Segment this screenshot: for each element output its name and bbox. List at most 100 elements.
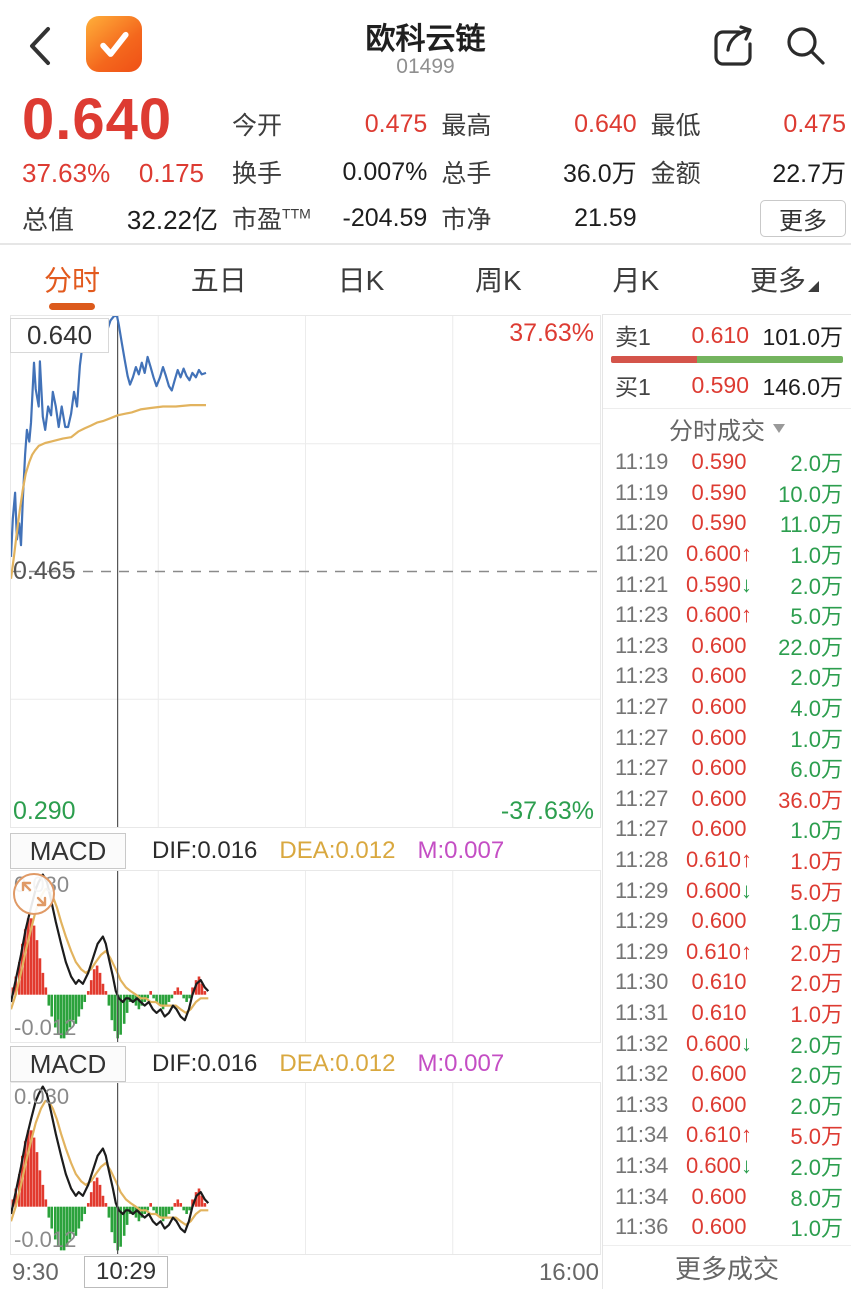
trade-row[interactable]: 11:20 0.600↑ 1.0万 — [603, 539, 851, 570]
tab-日K[interactable]: 日K — [337, 265, 385, 296]
trades-dropdown[interactable]: 分时成交 — [603, 409, 851, 447]
triangle-icon — [807, 281, 819, 292]
trade-row[interactable]: 11:34 0.600↓ 2.0万 — [603, 1151, 851, 1182]
macd-m-value-2: M:0.007 — [417, 1050, 505, 1077]
arrow-down-icon: ↓ — [741, 877, 753, 903]
trade-time: 11:23 — [615, 602, 669, 628]
trade-time: 11:29 — [615, 877, 669, 903]
minute-chart[interactable]: 0.640 37.63% 0.465 0.290 -37.63% — [10, 315, 601, 828]
chart-high-label: 0.640 — [10, 318, 110, 353]
sell1-price: 0.610 — [691, 321, 749, 348]
time-axis: 9:30 10:29 16:00 — [10, 1256, 601, 1289]
trade-row[interactable]: 11:36 0.600 1.0万 — [603, 1212, 851, 1243]
trade-time: 11:32 — [615, 1061, 669, 1087]
trade-row[interactable]: 11:23 0.600 2.0万 — [603, 661, 851, 692]
stat-cell: 最低 0.475 — [651, 106, 846, 142]
macd-indicator-button[interactable]: MACD — [10, 833, 126, 869]
buy1-volume: 146.0万 — [762, 374, 843, 400]
stat-cell: 今开 0.475 — [232, 106, 427, 142]
trade-price: 0.600↓ — [685, 1152, 753, 1178]
trade-time: 11:29 — [615, 938, 669, 964]
stat-value: 0.475 — [783, 109, 846, 138]
trade-volume: 36.0万 — [778, 787, 843, 813]
tab-月K[interactable]: 月K — [612, 265, 660, 296]
order-book-sell-row[interactable]: 卖1 0.610 101.0万 — [603, 315, 851, 355]
trade-row[interactable]: 11:29 0.600 1.0万 — [603, 906, 851, 937]
share-icon[interactable] — [708, 20, 758, 72]
trade-time: 11:34 — [615, 1152, 669, 1178]
trade-row[interactable]: 11:29 0.600↓ 5.0万 — [603, 875, 851, 906]
trade-price: 0.600 — [691, 632, 747, 658]
trade-row[interactable]: 11:28 0.610↑ 1.0万 — [603, 845, 851, 876]
market-cap-value: 32.22亿 — [126, 205, 218, 235]
trade-row[interactable]: 11:23 0.600↑ 5.0万 — [603, 600, 851, 631]
trade-volume: 2.0万 — [790, 1154, 843, 1180]
trade-row[interactable]: 11:34 0.600 8.0万 — [603, 1181, 851, 1212]
trade-price: 0.600 — [691, 694, 747, 720]
search-icon[interactable] — [782, 22, 830, 70]
trade-price: 0.610↑ — [685, 847, 753, 873]
trade-row[interactable]: 11:27 0.600 36.0万 — [603, 784, 851, 815]
chart-pct-bottom-label: -37.63% — [500, 797, 594, 825]
trade-volume: 1.0万 — [790, 849, 843, 875]
more-trades-button[interactable]: 更多成交 — [603, 1245, 851, 1289]
back-icon[interactable] — [26, 24, 54, 68]
stat-label: 换手 — [232, 160, 283, 188]
tab-more[interactable]: 更多 — [750, 259, 819, 303]
macd-panel-2[interactable]: 0.030 -0.012 — [10, 1082, 601, 1255]
buy-sell-ratio-bar — [611, 356, 843, 363]
trade-row[interactable]: 11:32 0.600↓ 2.0万 — [603, 1028, 851, 1059]
chevron-down-icon — [773, 423, 785, 433]
macd-indicator-button-2[interactable]: MACD — [10, 1046, 126, 1082]
trade-price: 0.600 — [691, 1183, 747, 1209]
trade-volume: 4.0万 — [790, 696, 843, 722]
stat-cell: 市盈TTM -204.59 — [232, 200, 427, 236]
trade-volume: 2.0万 — [790, 1063, 843, 1089]
trade-row[interactable]: 11:27 0.600 1.0万 — [603, 814, 851, 845]
trade-volume: 2.0万 — [790, 940, 843, 966]
trade-time: 11:33 — [615, 1091, 669, 1117]
more-stats-button[interactable]: 更多 — [759, 199, 846, 237]
trade-time: 11:27 — [615, 755, 669, 781]
trade-volume: 2.0万 — [790, 1032, 843, 1058]
header: 欧科云链 01499 — [0, 0, 851, 95]
trade-price: 0.590 — [691, 510, 747, 536]
trade-row[interactable]: 11:34 0.610↑ 5.0万 — [603, 1120, 851, 1151]
trade-row[interactable]: 11:27 0.600 1.0万 — [603, 722, 851, 753]
trade-row[interactable]: 11:30 0.610 2.0万 — [603, 967, 851, 998]
trade-row[interactable]: 11:21 0.590↓ 2.0万 — [603, 569, 851, 600]
stat-label: 今开 — [232, 112, 283, 140]
arrow-down-icon: ↓ — [741, 1030, 753, 1056]
trade-price: 0.610 — [691, 999, 747, 1025]
stat-label: 金额 — [650, 160, 701, 188]
expand-fullscreen-icon[interactable] — [11, 871, 57, 917]
trade-row[interactable]: 11:23 0.600 22.0万 — [603, 631, 851, 662]
trade-volume: 1.0万 — [790, 1001, 843, 1027]
trade-row[interactable]: 11:33 0.600 2.0万 — [603, 1089, 851, 1120]
sell1-volume: 101.0万 — [762, 324, 843, 350]
trade-row[interactable]: 11:31 0.610 1.0万 — [603, 998, 851, 1029]
trade-row[interactable]: 11:19 0.590 10.0万 — [603, 478, 851, 509]
trade-time: 11:20 — [615, 541, 669, 567]
trade-price: 0.590 — [691, 479, 747, 505]
macd-dif-value-2: DIF:0.016 — [152, 1050, 258, 1077]
stat-row: 市盈TTM -204.59 市净 21.59 更多 — [232, 196, 846, 240]
trade-row[interactable]: 11:20 0.590 11.0万 — [603, 508, 851, 539]
stat-cell: 金额 22.7万 — [651, 154, 846, 190]
macd-dea-value-2: DEA:0.012 — [279, 1050, 396, 1077]
trade-price: 0.610↑ — [685, 1122, 753, 1148]
tab-周K[interactable]: 周K — [475, 265, 522, 296]
trade-side-panel: 卖1 0.610 101.0万 买1 0.590 146.0万 分时成交 11:… — [602, 314, 851, 1289]
trade-row[interactable]: 11:29 0.610↑ 2.0万 — [603, 937, 851, 968]
tab-分时[interactable]: 分时 — [44, 259, 100, 303]
trade-price: 0.610 — [691, 969, 747, 995]
tab-五日[interactable]: 五日 — [190, 265, 247, 296]
trade-row[interactable]: 11:19 0.590 2.0万 — [603, 447, 851, 478]
macd-panel-1[interactable]: 0.030 -0.012 — [10, 870, 601, 1043]
trade-row[interactable]: 11:27 0.600 4.0万 — [603, 692, 851, 723]
axis-start-time: 9:30 — [12, 1259, 59, 1286]
order-book-buy-row[interactable]: 买1 0.590 146.0万 — [603, 365, 851, 405]
trade-row[interactable]: 11:27 0.600 6.0万 — [603, 753, 851, 784]
trade-row[interactable]: 11:32 0.600 2.0万 — [603, 1059, 851, 1090]
